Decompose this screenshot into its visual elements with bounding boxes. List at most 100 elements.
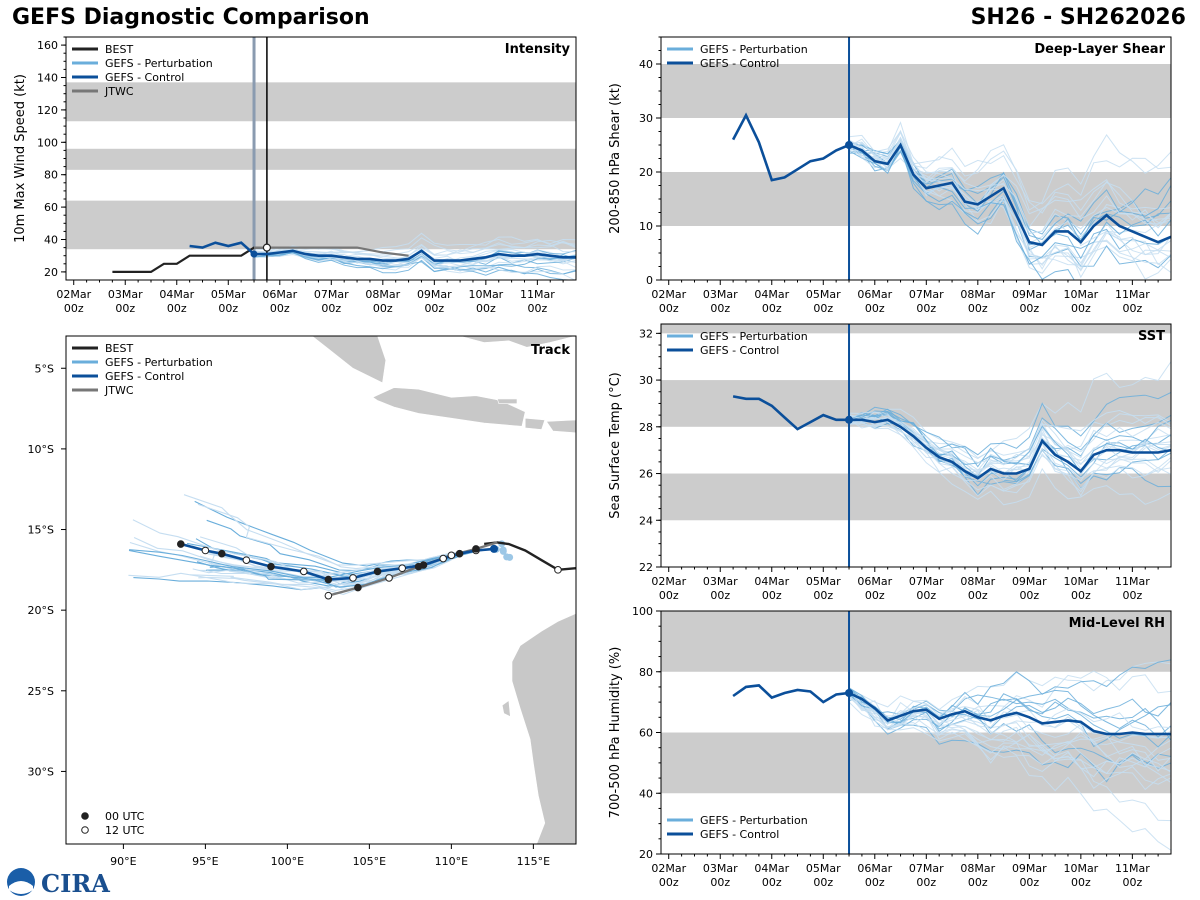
rh-xtick-hour: 00z (1122, 876, 1142, 889)
track-lat-label: 30°S (28, 765, 54, 778)
rh-xtick-label: 05Mar (806, 862, 841, 875)
track-lat-label: 25°S (28, 685, 54, 698)
sst-perturbation-line (848, 419, 1171, 497)
shear-xtick-hour: 00z (659, 302, 679, 315)
sst-xtick-hour: 00z (1071, 589, 1091, 602)
sst-ylabel: Sea Surface Temp (°C) (608, 372, 623, 519)
shear-ylabel: 200-850 hPa Shear (kt) (608, 83, 623, 234)
intensity-xtick-label: 06Mar (262, 288, 297, 301)
sst-xtick-hour: 00z (659, 589, 679, 602)
storm-id: SH26 - SH262026 (970, 5, 1186, 30)
intensity-ytick-label: 100 (37, 136, 58, 149)
land-lombok-sumbawa (545, 419, 576, 434)
track-perturbation-line (206, 519, 494, 572)
rh-xtick-hour: 00z (916, 876, 936, 889)
track-lon-label: 115°E (517, 855, 550, 868)
sst-xtick-label: 09Mar (1012, 575, 1047, 588)
track-00utc-marker (267, 562, 275, 571)
rh-ylabel: 700-500 hPa Humidity (%) (608, 647, 623, 819)
shear-perturbation-line (848, 131, 1171, 270)
sst-xtick-label: 07Mar (909, 575, 944, 588)
sst-xtick-label: 03Mar (703, 575, 738, 588)
track-12utc-marker (201, 546, 210, 555)
shear-xtick-label: 08Mar (960, 288, 995, 301)
intensity-legend-label: GEFS - Perturbation (105, 57, 213, 70)
track-00utc-marker (455, 549, 464, 558)
rh-legend-label: GEFS - Perturbation (700, 814, 808, 827)
shear-ytick-label: 30 (639, 112, 653, 125)
intensity-xtick-label: 08Mar (365, 288, 400, 301)
intensity-legend-label: BEST (105, 43, 133, 56)
track-12utc-marker (439, 554, 447, 563)
intensity-xtick-hour: 00z (424, 302, 444, 315)
track-control-start-point (490, 544, 499, 553)
shear-xtick-label: 10Mar (1063, 288, 1098, 301)
rh-gefs-control-line (732, 684, 1171, 736)
shear-xtick-label: 02Mar (651, 288, 686, 301)
intensity-xtick-hour: 00z (527, 302, 547, 315)
intensity-perturbation-line (253, 251, 576, 273)
rh-xtick-label: 08Mar (960, 862, 995, 875)
intensity-band (66, 148, 576, 170)
track-legend-label: JTWC (104, 384, 134, 397)
track-jtwc-marker (354, 583, 362, 592)
track-jtwc-marker (324, 591, 333, 600)
land-sumatra (311, 336, 387, 384)
intensity-xtick-hour: 00z (218, 302, 238, 315)
land-shark-bay (501, 699, 511, 718)
shear-ytick-label: 40 (639, 58, 653, 71)
shear-xtick-hour: 00z (813, 302, 833, 315)
shear-xtick-hour: 00z (710, 302, 730, 315)
rh-panel: 2040608010002Mar00z03Mar00z04Mar00z05Mar… (608, 605, 1172, 889)
rh-plot-area (661, 611, 1171, 854)
intensity-best-line (112, 246, 267, 273)
rh-analysis-point (845, 689, 854, 698)
track-legend-label: GEFS - Perturbation (105, 356, 213, 369)
rh-perturbation-line (848, 687, 1171, 748)
sst-plot-area (661, 324, 1171, 567)
shear-xtick-hour: 00z (762, 302, 782, 315)
track-plot-area (128, 336, 576, 844)
sst-perturbation-line (848, 408, 1171, 485)
intensity-perturbation-line (253, 237, 576, 254)
intensity-band (66, 82, 576, 122)
sst-xtick-hour: 00z (710, 589, 730, 602)
sst-xtick-hour: 00z (762, 589, 782, 602)
intensity-ytick-label: 80 (44, 169, 58, 182)
sst-band (661, 324, 1171, 334)
shear-xtick-label: 06Mar (857, 288, 892, 301)
intensity-ytick-label: 140 (37, 72, 58, 85)
shear-panel: 01020304002Mar00z03Mar00z04Mar00z05Mar00… (608, 36, 1172, 315)
shear-xtick-hour: 00z (1019, 302, 1039, 315)
rh-xtick-hour: 00z (710, 876, 730, 889)
sst-panel: 22242628303202Mar00z03Mar00z04Mar00z05Ma… (608, 323, 1172, 602)
rh-perturbation-line (848, 661, 1171, 711)
track-perturbation-start-point (499, 547, 507, 555)
sst-xtick-hour: 00z (813, 589, 833, 602)
track-lat-label: 5°S (35, 362, 54, 375)
intensity-xtick-label: 05Mar (211, 288, 246, 301)
cira-logo-text: CIRA (41, 869, 110, 898)
sst-legend-label: GEFS - Control (700, 344, 779, 357)
rh-ytick-label: 40 (639, 787, 653, 800)
track-lon-label: 90°E (110, 855, 136, 868)
intensity-legend-label: GEFS - Control (105, 71, 184, 84)
intensity-perturbation-line (253, 232, 576, 256)
intensity-xtick-hour: 00z (373, 302, 393, 315)
shear-xtick-hour: 00z (865, 302, 885, 315)
rh-xtick-hour: 00z (659, 876, 679, 889)
rh-ytick-label: 60 (639, 727, 653, 740)
shear-xtick-label: 05Mar (806, 288, 841, 301)
shear-xtick-hour: 00z (1122, 302, 1142, 315)
intensity-band (66, 200, 576, 250)
track-12utc-marker (398, 564, 406, 573)
shear-band (661, 64, 1171, 118)
sst-ytick-label: 30 (639, 374, 653, 387)
track-perturbation-line (206, 548, 496, 589)
rh-perturbation-line (848, 693, 1171, 735)
intensity-ytick-label: 160 (37, 39, 58, 52)
noaa-bird-icon (9, 881, 33, 894)
track-perturbation-line (183, 494, 497, 566)
track-marker-legend-symbol (81, 812, 89, 820)
track-00utc-marker (373, 567, 382, 576)
